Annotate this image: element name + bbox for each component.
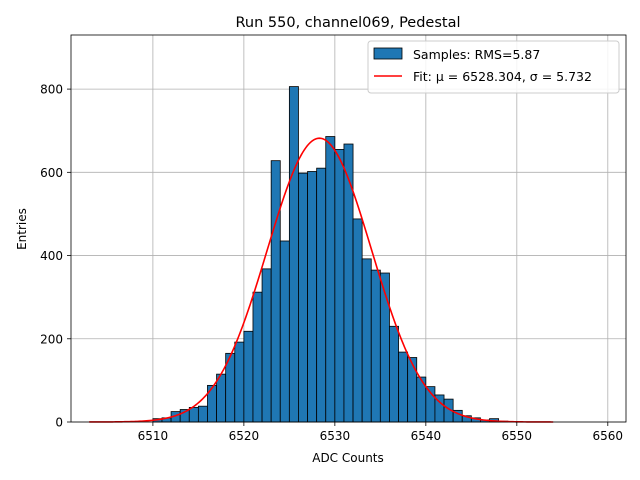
- x-tick-label: 6560: [593, 429, 624, 443]
- histogram-bar: [352, 218, 363, 423]
- y-tick-label: 800: [40, 83, 63, 97]
- plot-frame: [70, 34, 627, 423]
- histogram-bar: [361, 258, 372, 423]
- legend-box: [367, 40, 620, 94]
- x-tick-label: 6540: [411, 429, 442, 443]
- histogram-bar: [243, 330, 254, 423]
- histogram-bar: [252, 291, 263, 423]
- histogram-bar: [234, 341, 245, 423]
- histogram-bar: [307, 171, 318, 423]
- y-tick-label: 0: [55, 416, 63, 430]
- histogram-bar: [270, 160, 281, 423]
- histogram-bar: [279, 240, 290, 423]
- legend: Samples: RMS=5.87 Fit: μ = 6528.304, σ =…: [367, 40, 620, 94]
- x-tick-label: 6550: [502, 429, 533, 443]
- chart-title: Run 550, channel069, Pedestal: [235, 15, 460, 31]
- histogram-bar: [325, 136, 336, 423]
- histogram-bar: [261, 268, 272, 423]
- histogram-bar: [216, 373, 227, 423]
- legend-histogram-swatch: [373, 47, 403, 60]
- x-tick-label: 6520: [229, 429, 260, 443]
- histogram-bar: [197, 405, 208, 423]
- y-tick-label: 400: [40, 249, 63, 263]
- gaussian-fit-curve: [89, 137, 554, 423]
- histogram-bar: [398, 351, 409, 423]
- histogram-bar: [316, 167, 327, 423]
- histogram-bar: [188, 407, 199, 423]
- legend-histogram-label: Samples: RMS=5.87: [413, 47, 540, 62]
- y-tick-label: 600: [40, 166, 63, 180]
- y-tick-label: 200: [40, 332, 63, 346]
- x-axis-label: ADC Counts: [312, 451, 384, 465]
- y-axis-ticks: 0 200 400 600 800: [40, 83, 71, 430]
- x-axis-ticks: 6510 6520 6530 6540 6550 6560: [138, 422, 623, 443]
- histogram-bar: [334, 149, 345, 423]
- x-tick-label: 6510: [138, 429, 169, 443]
- histogram-bar: [389, 325, 399, 423]
- x-tick-label: 6530: [320, 429, 351, 443]
- histogram-bar: [407, 357, 418, 423]
- y-axis-label: Entries: [15, 208, 29, 250]
- histogram-bar: [370, 269, 381, 423]
- legend-fit-label: Fit: μ = 6528.304, σ = 5.732: [413, 69, 592, 84]
- histogram-bar: [288, 86, 299, 423]
- histogram-bar: [298, 172, 308, 423]
